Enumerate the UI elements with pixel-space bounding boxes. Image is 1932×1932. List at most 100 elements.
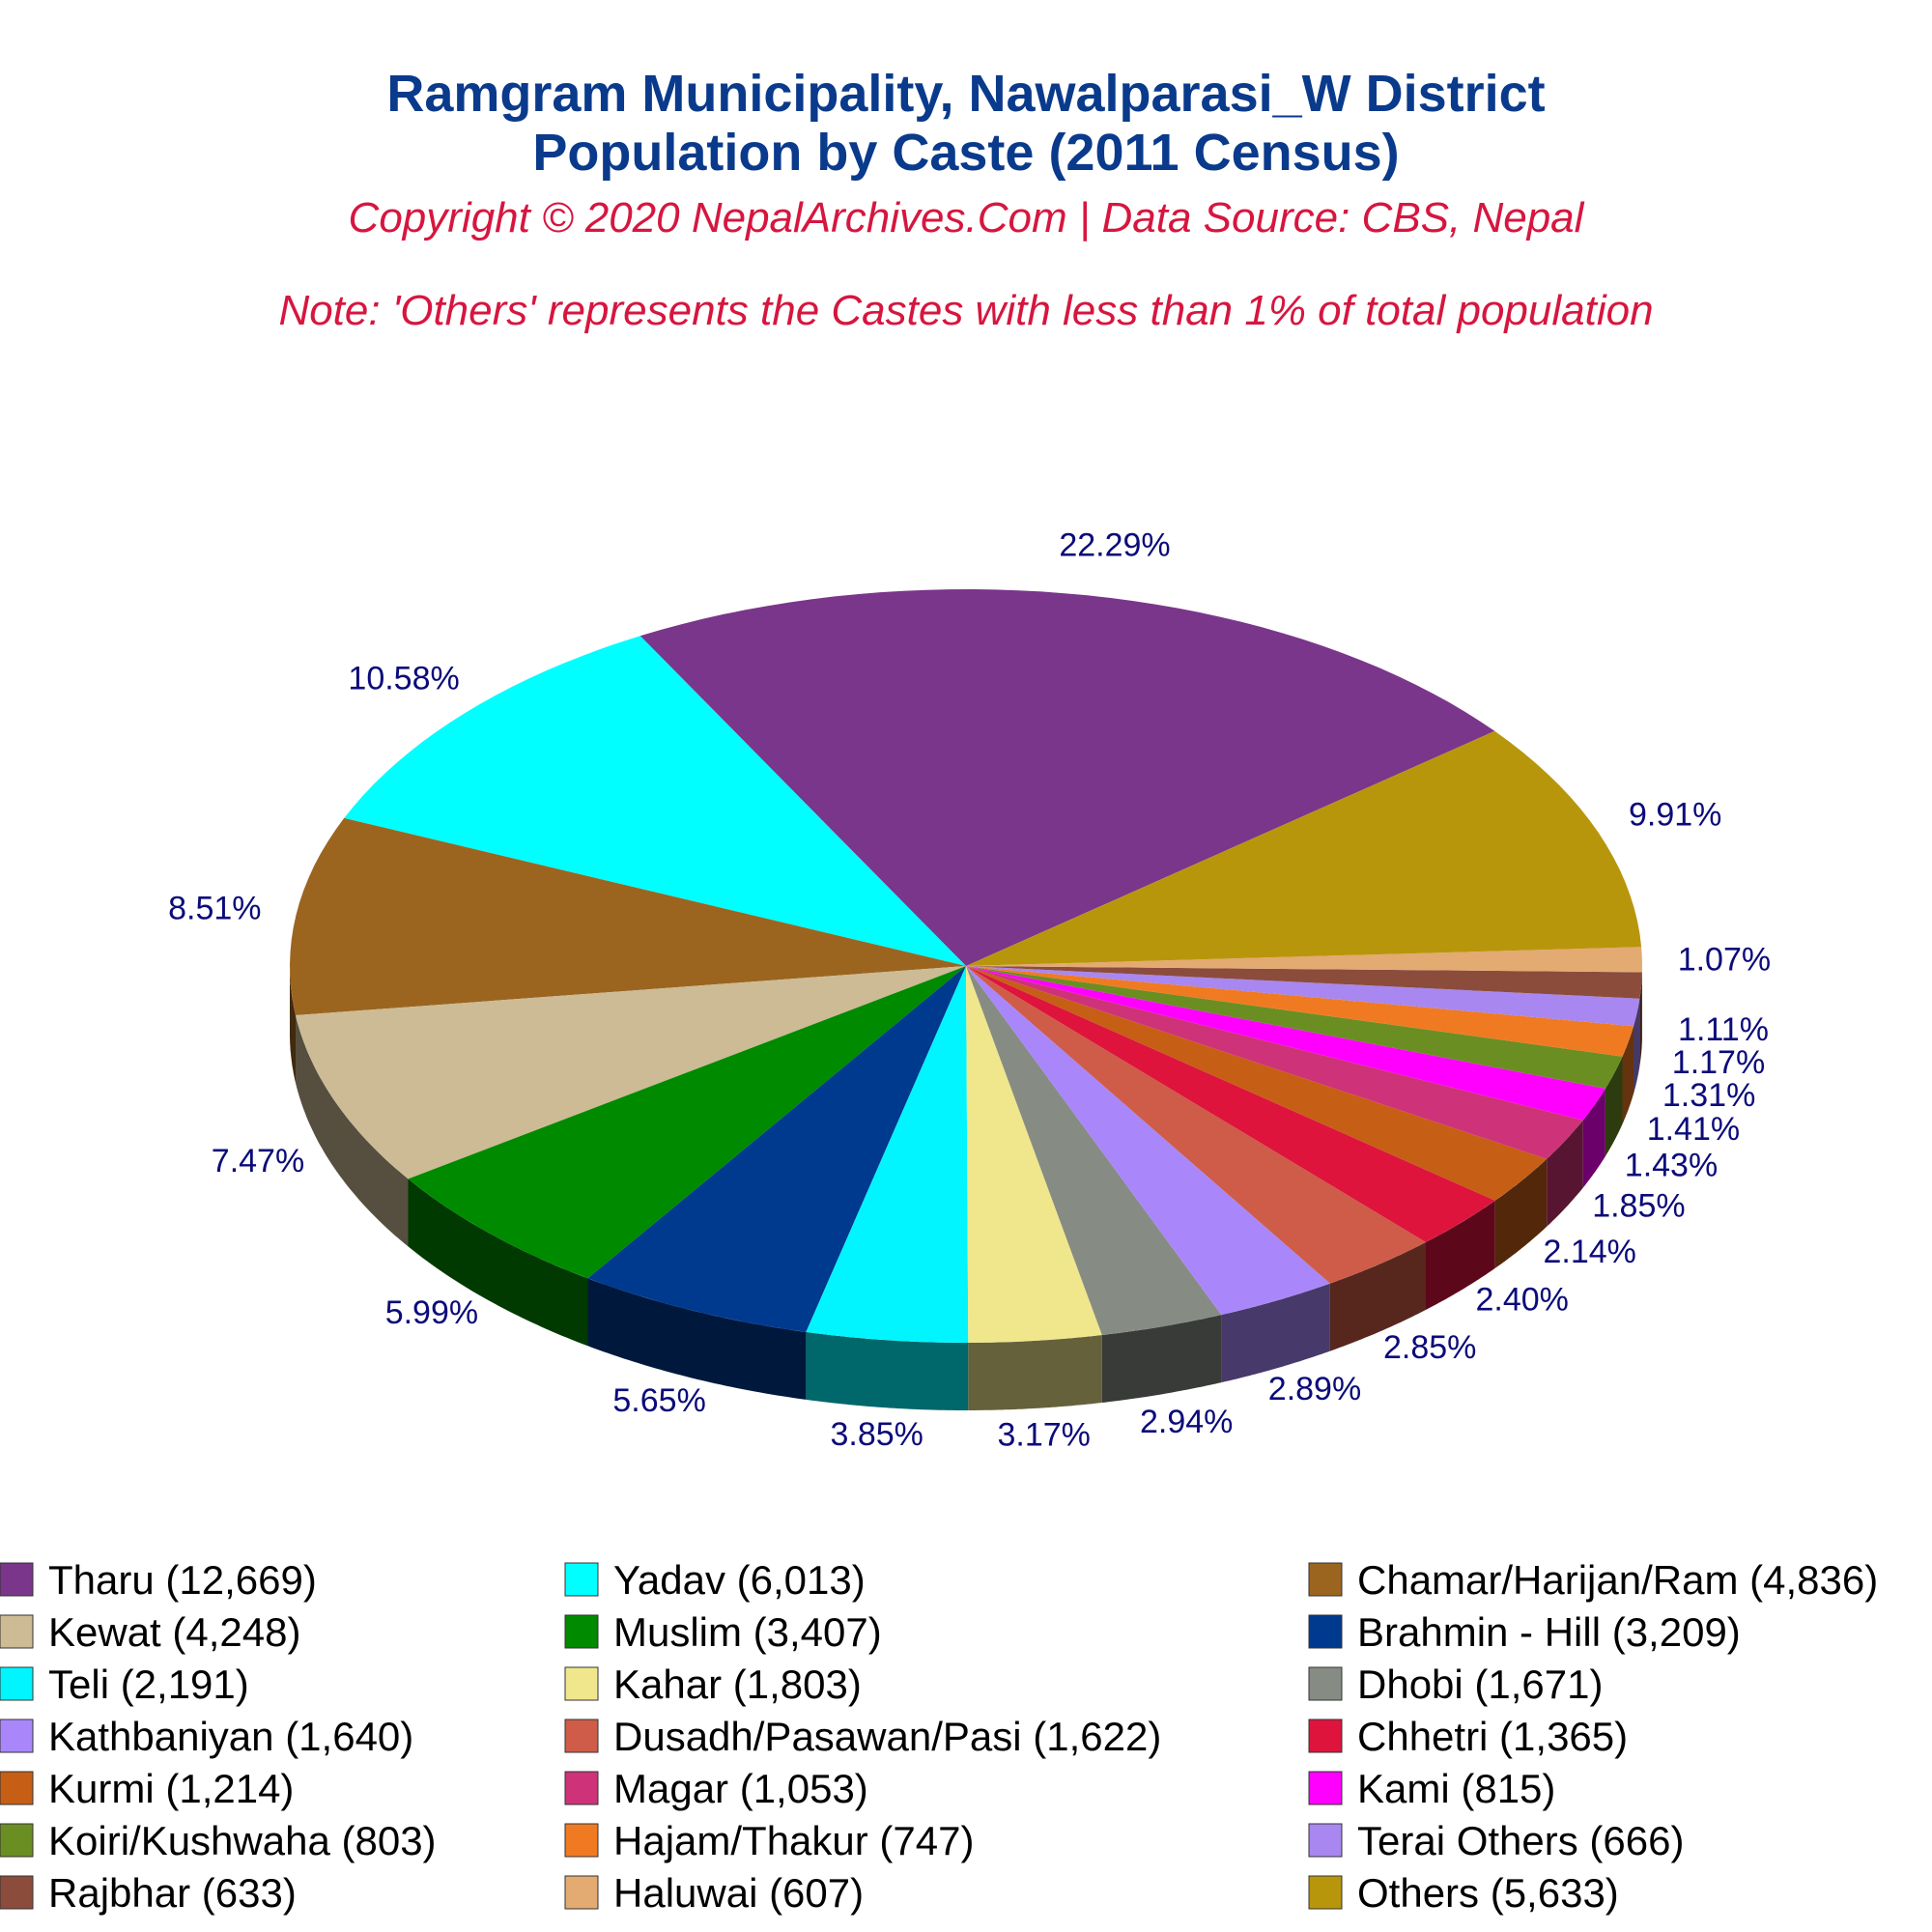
chart-note: Note: 'Others' represents the Castes wit… (278, 287, 1653, 334)
legend-swatch (1308, 1614, 1343, 1649)
legend-swatch (0, 1771, 34, 1805)
legend-swatch (564, 1562, 599, 1597)
pie-label-yadav: 10.58% (348, 660, 459, 696)
pie-side-kathbaniyan (1221, 1283, 1330, 1383)
legend-item-muslim: Muslim (3,407) (564, 1609, 882, 1655)
pie-label-terai-others: 1.17% (1672, 1044, 1765, 1081)
pie-slice-rajbhar (966, 966, 1642, 999)
legend-label: Kahar (1,803) (613, 1662, 862, 1707)
pie-label-kewat: 7.47% (212, 1143, 304, 1179)
legend-item-chhetri: Chhetri (1,365) (1308, 1714, 1628, 1759)
legend-label: Others (5,633) (1357, 1870, 1619, 1916)
legend-item-koiri-kushwaha: Koiri/Kushwaha (803) (0, 1818, 437, 1863)
legend-item-others: Others (5,633) (1308, 1870, 1619, 1916)
pie-label-tharu: 22.29% (1059, 527, 1170, 564)
legend-item-kathbaniyan: Kathbaniyan (1,640) (0, 1714, 413, 1759)
pie-label-dhobi: 2.94% (1140, 1404, 1233, 1440)
legend-swatch (0, 1666, 34, 1701)
pie-slice-brahmin-hill (587, 966, 966, 1332)
pie-label-koiri-kushwaha: 1.41% (1647, 1111, 1740, 1148)
pie-label-dusadh-pasawan-pasi: 2.85% (1383, 1329, 1476, 1366)
legend-swatch (564, 1875, 599, 1910)
legend-label: Muslim (3,407) (613, 1609, 882, 1655)
pie-slice-muslim (408, 966, 966, 1279)
pie-slice-tharu (639, 589, 1495, 966)
legend-swatch (1308, 1666, 1343, 1701)
pie-label-rajbhar: 1.11% (1678, 1011, 1769, 1048)
legend-swatch (564, 1614, 599, 1649)
legend-label: Terai Others (666) (1357, 1818, 1684, 1863)
legend-item-chamar-harijan-ram: Chamar/Harijan/Ram (4,836) (1308, 1557, 1878, 1603)
legend-label: Rajbhar (633) (48, 1870, 297, 1916)
legend-swatch (0, 1823, 34, 1858)
pie-slice-magar (966, 966, 1583, 1159)
legend-swatch (1308, 1562, 1343, 1597)
legend-label: Chamar/Harijan/Ram (4,836) (1357, 1557, 1878, 1603)
legend-swatch (0, 1875, 34, 1910)
legend-swatch (1308, 1875, 1343, 1910)
chart-title-line-1: Ramgram Municipality, Nawalparasi_W Dist… (386, 65, 1545, 123)
pie-label-chamar-harijan-ram: 8.51% (168, 891, 261, 927)
pie-side-kewat (296, 1015, 409, 1247)
legend-label: Yadav (6,013) (613, 1557, 866, 1603)
legend-item-teli: Teli (2,191) (0, 1662, 249, 1707)
pie-slices (290, 589, 1642, 1343)
pie-slice-kurmi (966, 966, 1548, 1201)
pie-side-chamar-harijan-ram (290, 966, 296, 1083)
legend-item-magar: Magar (1,053) (564, 1766, 868, 1811)
legend-item-rajbhar: Rajbhar (633) (0, 1870, 297, 1916)
pie-slice-others (966, 730, 1642, 966)
legend-label: Tharu (12,669) (48, 1557, 317, 1603)
legend-swatch (0, 1562, 34, 1597)
pie-slice-kewat (296, 966, 966, 1179)
pie-side-hajam-thakur (1622, 1026, 1634, 1124)
pie-label-hajam-thakur: 1.31% (1662, 1077, 1755, 1114)
pie-side-teli (806, 1331, 969, 1410)
legend-label: Dusadh/Pasawan/Pasi (1,622) (613, 1714, 1161, 1759)
legend-item-kurmi: Kurmi (1,214) (0, 1766, 294, 1811)
legend-label: Brahmin - Hill (3,209) (1357, 1609, 1741, 1655)
pie-side-kami (1582, 1088, 1605, 1188)
pie-label-brahmin-hill: 5.65% (612, 1382, 705, 1419)
pie-label-others: 9.91% (1629, 797, 1721, 834)
legend-item-hajam-thakur: Hajam/Thakur (747) (564, 1818, 974, 1863)
pie-label-haluwai: 1.07% (1678, 941, 1771, 978)
legend-label: Kewat (4,248) (48, 1609, 300, 1655)
legend-label: Kurmi (1,214) (48, 1766, 294, 1811)
pie-label-kurmi: 2.14% (1543, 1234, 1635, 1270)
legend-item-dusadh-pasawan-pasi: Dusadh/Pasawan/Pasi (1,622) (564, 1714, 1161, 1759)
pie-sides (290, 966, 1642, 1410)
chart-copyright: Copyright © 2020 NepalArchives.Com | Dat… (349, 194, 1585, 242)
pie-side-dhobi (1101, 1315, 1222, 1403)
legend: Tharu (12,669) Yadav (6,013) Chamar/Harija… (0, 1557, 1878, 1916)
legend-swatch (564, 1823, 599, 1858)
legend-item-terai-others: Terai Others (666) (1308, 1818, 1684, 1863)
pie-label-chhetri: 2.40% (1475, 1282, 1568, 1319)
pie-slice-hajam-thakur (966, 966, 1634, 1057)
legend-swatch (564, 1771, 599, 1805)
legend-item-kewat: Kewat (4,248) (0, 1609, 300, 1655)
legend-label: Kathbaniyan (1,640) (48, 1714, 413, 1759)
legend-label: Chhetri (1,365) (1357, 1714, 1628, 1759)
pie-side-chhetri (1426, 1200, 1495, 1310)
pie-slice-yadav (344, 636, 966, 966)
pie-percent-labels: 22.29% 10.58% 8.51% 7.47% 5.99% 5.65% 3.85% 3.1… (168, 527, 1771, 1454)
pie-slice-chamar-harijan-ram (290, 817, 966, 1015)
legend-label: Haluwai (607) (613, 1870, 864, 1916)
pie-slice-koiri-kushwaha (966, 966, 1623, 1089)
pie-side-dusadh-pasawan-pasi (1329, 1241, 1426, 1351)
pie-label-teli: 3.85% (830, 1416, 923, 1453)
legend-item-haluwai: Haluwai (607) (564, 1870, 864, 1916)
legend-label: Teli (2,191) (48, 1662, 249, 1707)
legend-label: Koiri/Kushwaha (803) (48, 1818, 437, 1863)
pie-slice-kahar (966, 966, 1102, 1343)
pie-label-magar: 1.85% (1592, 1187, 1685, 1224)
chart-title-line-2: Population by Caste (2011 Census) (532, 124, 1399, 182)
pie-slice-kami (966, 966, 1605, 1121)
legend-swatch (1308, 1823, 1343, 1858)
pie-label-kathbaniyan: 2.89% (1268, 1371, 1361, 1407)
legend-swatch (0, 1614, 34, 1649)
pie-label-kami: 1.43% (1625, 1148, 1718, 1184)
legend-label: Dhobi (1,671) (1357, 1662, 1603, 1707)
